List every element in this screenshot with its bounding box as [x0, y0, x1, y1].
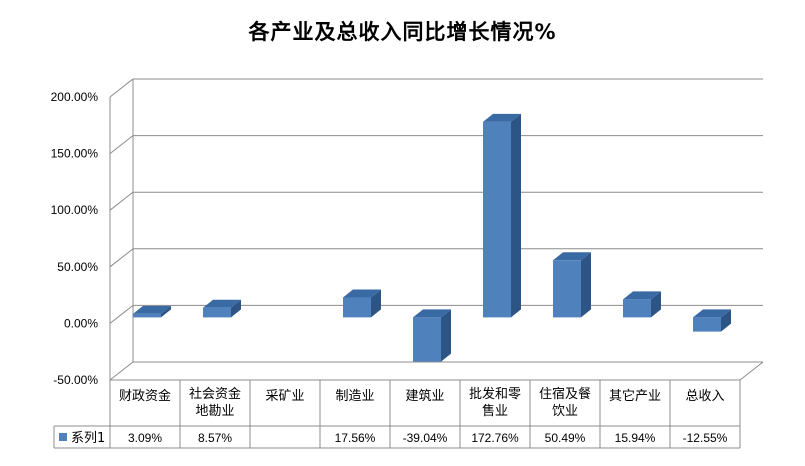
gridline-depth: [109, 361, 134, 381]
data-label: 17.56%: [335, 431, 376, 445]
bar-top: [483, 113, 521, 122]
data-label: 15.94%: [615, 431, 656, 445]
data-label: 8.57%: [198, 431, 232, 445]
category-label: 采矿业: [265, 389, 304, 404]
bar: [343, 297, 371, 318]
bar-side: [581, 252, 591, 318]
legend-swatch: [59, 433, 67, 441]
bar-side: [161, 305, 171, 318]
bar-side: [721, 309, 731, 332]
bar-top: [343, 289, 381, 298]
bar-top: [413, 309, 451, 318]
chart-title: 各产业及总收入同比增长情况%: [248, 20, 557, 44]
category-label: 财政资金: [119, 388, 171, 404]
bar: [693, 317, 721, 332]
category-label: 建筑业: [405, 388, 444, 404]
y-tick-label: 150.00%: [51, 147, 99, 161]
category-label: 饮业: [552, 404, 578, 419]
gridline-depth: [109, 305, 134, 324]
category-label: 地勘业: [195, 404, 234, 419]
gridline-depth: [109, 248, 134, 268]
y-tick-label: 200.00%: [51, 90, 99, 104]
bar-top: [623, 291, 661, 300]
bar-side: [441, 309, 451, 362]
bar-top: [133, 305, 171, 314]
category-label: 批发和零: [469, 386, 521, 402]
bar-top: [693, 309, 731, 318]
gridline-depth: [109, 191, 134, 211]
y-tick-label: -50.00%: [53, 373, 98, 387]
category-label: 社会资金: [189, 386, 241, 402]
gridline-depth: [109, 78, 134, 98]
bar-top: [203, 299, 241, 308]
bar: [413, 317, 441, 362]
category-label: 制造业: [335, 389, 374, 404]
data-label: 50.49%: [545, 431, 586, 445]
data-label: -39.04%: [403, 431, 448, 445]
y-tick-label: 0.00%: [64, 316, 98, 330]
legend-label: 系列1: [71, 431, 105, 446]
category-label: 其它产业: [609, 388, 661, 404]
bar-side: [371, 289, 381, 318]
category-label: 总收入: [685, 389, 724, 404]
bar: [133, 313, 161, 318]
bar: [483, 121, 511, 318]
category-label: 住宿及餐: [539, 386, 591, 402]
floor-right-edge: [739, 361, 764, 381]
y-tick-label: 50.00%: [57, 260, 98, 274]
bar: [553, 260, 581, 318]
bar-side: [231, 299, 241, 318]
data-label: 172.76%: [471, 431, 519, 445]
y-tick-label: 100.00%: [51, 203, 99, 217]
bar-side: [511, 113, 521, 318]
bar: [623, 299, 651, 318]
gridline-depth: [109, 135, 134, 154]
data-label: 3.09%: [128, 431, 162, 445]
bar-side: [651, 291, 661, 318]
data-label: -12.55%: [683, 431, 728, 445]
category-label: 售业: [482, 403, 508, 419]
bar: [203, 307, 231, 318]
bar-top: [553, 252, 591, 261]
